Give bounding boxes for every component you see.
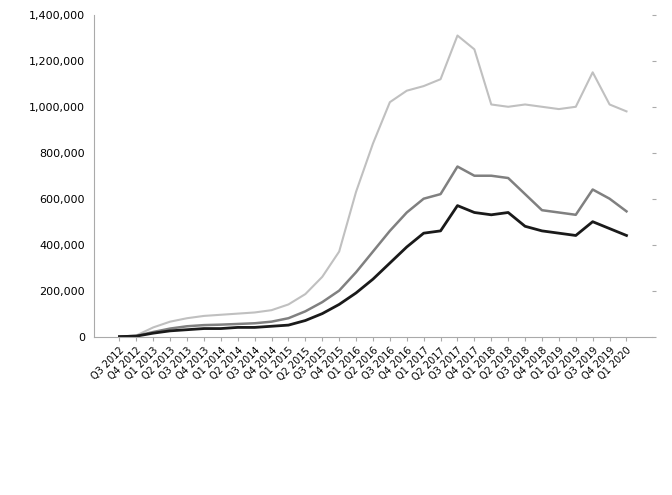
Electricity	[149, 329, 157, 335]
All smart meters	[166, 319, 174, 325]
All smart meters	[267, 307, 276, 313]
Electricity	[251, 320, 259, 326]
All smart meters	[335, 248, 343, 254]
Electricity	[622, 208, 630, 214]
Electricity	[352, 269, 360, 275]
Gas	[234, 324, 242, 330]
All smart meters	[437, 76, 445, 82]
All smart meters	[116, 334, 124, 340]
Electricity	[572, 212, 580, 218]
Electricity	[605, 196, 614, 201]
Gas	[419, 230, 427, 236]
All smart meters	[352, 189, 360, 195]
Electricity	[538, 207, 546, 213]
Electricity	[267, 319, 276, 325]
Gas	[200, 326, 208, 332]
Gas	[437, 228, 445, 234]
Gas	[572, 233, 580, 239]
All smart meters	[470, 47, 478, 52]
Gas	[504, 209, 512, 215]
Gas	[470, 209, 478, 215]
Electricity	[504, 175, 512, 181]
All smart meters	[251, 309, 259, 315]
All smart meters	[504, 104, 512, 110]
Gas	[555, 230, 563, 236]
All smart meters	[403, 88, 411, 94]
Gas	[251, 324, 259, 330]
Electricity	[166, 326, 174, 332]
All smart meters	[132, 333, 140, 339]
All smart meters	[284, 301, 292, 307]
All smart meters	[572, 104, 580, 110]
Gas	[166, 328, 174, 334]
Electricity	[200, 322, 208, 328]
All smart meters	[234, 311, 242, 317]
Electricity	[369, 248, 377, 254]
Electricity	[487, 173, 495, 179]
Electricity	[470, 173, 478, 179]
Gas	[589, 219, 597, 225]
Gas	[267, 323, 276, 329]
Electricity	[319, 299, 327, 305]
All smart meters	[487, 101, 495, 107]
All smart meters	[419, 83, 427, 89]
Gas	[284, 322, 292, 328]
Line: Electricity: Electricity	[120, 166, 626, 337]
Electricity	[403, 209, 411, 215]
Electricity	[301, 308, 309, 314]
Electricity	[521, 191, 529, 197]
Gas	[319, 311, 327, 317]
All smart meters	[183, 315, 191, 321]
Electricity	[589, 187, 597, 193]
Gas	[116, 334, 124, 340]
All smart meters	[149, 324, 157, 330]
Electricity	[217, 322, 225, 328]
Gas	[622, 233, 630, 239]
Gas	[183, 327, 191, 333]
Line: All smart meters: All smart meters	[120, 36, 626, 337]
Gas	[454, 202, 462, 208]
All smart meters	[301, 291, 309, 297]
All smart meters	[454, 33, 462, 39]
Gas	[605, 226, 614, 232]
Gas	[352, 290, 360, 296]
Gas	[335, 301, 343, 307]
All smart meters	[555, 106, 563, 112]
Electricity	[335, 288, 343, 294]
All smart meters	[386, 99, 394, 105]
Electricity	[555, 209, 563, 215]
Gas	[369, 276, 377, 282]
All smart meters	[622, 108, 630, 114]
Line: Gas: Gas	[120, 205, 626, 337]
Gas	[403, 244, 411, 250]
All smart meters	[217, 312, 225, 318]
Gas	[521, 223, 529, 229]
Electricity	[132, 333, 140, 339]
Electricity	[437, 191, 445, 197]
Gas	[386, 260, 394, 266]
Electricity	[386, 228, 394, 234]
Electricity	[284, 315, 292, 321]
All smart meters	[589, 69, 597, 75]
Gas	[132, 333, 140, 339]
Gas	[538, 228, 546, 234]
All smart meters	[369, 141, 377, 147]
Gas	[487, 212, 495, 218]
Electricity	[234, 321, 242, 327]
All smart meters	[605, 101, 614, 107]
Gas	[217, 326, 225, 332]
Electricity	[116, 334, 124, 340]
Gas	[301, 318, 309, 324]
Gas	[149, 330, 157, 336]
Electricity	[454, 163, 462, 169]
Electricity	[183, 323, 191, 329]
All smart meters	[538, 104, 546, 110]
All smart meters	[319, 274, 327, 280]
All smart meters	[200, 313, 208, 319]
Electricity	[419, 196, 427, 201]
All smart meters	[521, 101, 529, 107]
